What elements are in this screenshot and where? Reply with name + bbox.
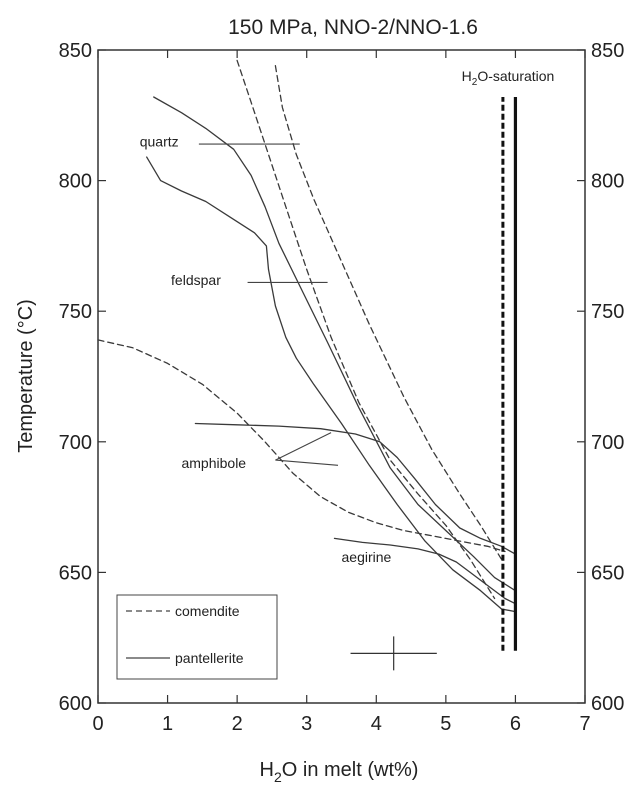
x-axis-label: H2O in melt (wt%) (260, 759, 419, 785)
x-tick-label: 6 (510, 713, 521, 735)
annotation-amphibole: amphibole (181, 455, 246, 471)
saturation-label: H2O-saturation (462, 68, 555, 88)
legend-box (116, 594, 278, 680)
y-tick-label-left: 600 (59, 693, 92, 715)
chart-title: 150 MPa, NNO-2/NNO-1.6 (228, 16, 478, 39)
legend: comendite pantellerite (116, 594, 278, 680)
leader-line (275, 432, 332, 461)
x-tick-label: 5 (440, 713, 451, 735)
y-tick-label-left: 650 (59, 562, 92, 584)
x-tick-label: 3 (301, 713, 312, 735)
x-tick-label: 4 (371, 713, 382, 735)
y-tick-label-right: 700 (591, 432, 624, 454)
plot-border (97, 49, 586, 704)
plot-frame (97, 49, 586, 704)
y-tick-label-left: 850 (59, 40, 92, 62)
y-tick-label-right: 650 (591, 562, 624, 584)
series-feldspar-pantellerite (146, 156, 517, 613)
series-amphibole-comendite (97, 339, 506, 553)
y-axis-label: Temperature (°C) (15, 299, 37, 453)
legend-label-comendite: comendite (175, 603, 240, 619)
saturation-label-pre: H (462, 68, 472, 84)
x-axis-label-sub: 2 (274, 769, 282, 785)
saturation-label-sub: 2 (472, 77, 478, 88)
annotation-aegirine: aegirine (342, 549, 392, 565)
y-tick-label-right: 850 (591, 40, 624, 62)
series-quartz-pantellerite (153, 96, 517, 592)
annotation-feldspar: feldspar (171, 272, 221, 288)
y-tick-label-left: 750 (59, 301, 92, 323)
legend-label-pantellerite: pantellerite (175, 650, 244, 666)
leader-line (275, 459, 339, 466)
saturation-layer (501, 97, 518, 651)
y-tick-label-right: 750 (591, 301, 624, 323)
annotation-layer: quartz feldspar amphibole aegirine (140, 134, 437, 671)
y-tick-label-left: 700 (59, 432, 92, 454)
series-feldspar-comendite (274, 65, 503, 560)
x-tick-label: 1 (162, 713, 173, 735)
annotation-quartz: quartz (140, 134, 179, 150)
saturation-label-post: O-saturation (477, 68, 554, 84)
x-tick-label: 2 (232, 713, 243, 735)
series-quartz-comendite (236, 59, 496, 600)
y-tick-label-right: 800 (591, 171, 624, 193)
y-tick-label-right: 600 (591, 693, 624, 715)
series-amphibole-pantellerite (194, 422, 517, 555)
x-axis-label-pre: H (260, 759, 274, 781)
x-tick-label: 0 (92, 713, 103, 735)
x-tick-label: 7 (579, 713, 590, 735)
y-tick-label-left: 800 (59, 171, 92, 193)
x-axis-label-post: O in melt (wt%) (282, 759, 419, 781)
series-aegirine-pantellerite (333, 537, 517, 605)
series-layer (97, 59, 517, 613)
